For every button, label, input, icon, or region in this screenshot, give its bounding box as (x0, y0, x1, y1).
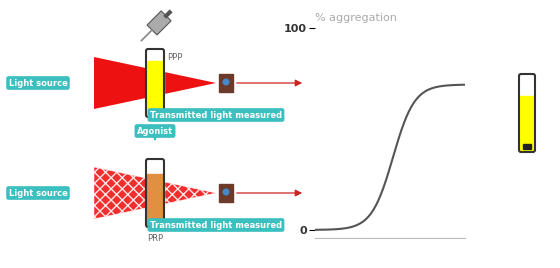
Circle shape (223, 79, 229, 85)
Bar (523, 144, 531, 149)
Polygon shape (94, 57, 216, 109)
Bar (519, 74, 535, 152)
Bar (147, 61, 164, 116)
Bar (151, 219, 159, 224)
Polygon shape (147, 11, 171, 35)
Polygon shape (94, 167, 216, 219)
Bar (219, 184, 233, 202)
Bar (219, 74, 233, 92)
Text: Transmitted light measured: Transmitted light measured (150, 110, 282, 120)
Text: PRP: PRP (147, 234, 163, 243)
Text: Light source: Light source (8, 188, 67, 198)
Bar (146, 159, 164, 227)
Circle shape (223, 189, 229, 195)
Bar (147, 174, 164, 226)
Text: Light source: Light source (8, 79, 67, 87)
Bar (146, 49, 164, 117)
Text: Agonist: Agonist (137, 126, 173, 136)
Text: % aggregation: % aggregation (315, 13, 397, 23)
Text: Transmitted light measured: Transmitted light measured (150, 221, 282, 229)
Bar (520, 96, 534, 151)
Text: PPP: PPP (167, 53, 183, 61)
